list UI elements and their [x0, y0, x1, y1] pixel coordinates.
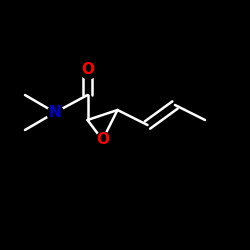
Text: O: O	[81, 62, 94, 78]
Text: N: N	[48, 105, 62, 120]
Text: O: O	[96, 132, 109, 148]
